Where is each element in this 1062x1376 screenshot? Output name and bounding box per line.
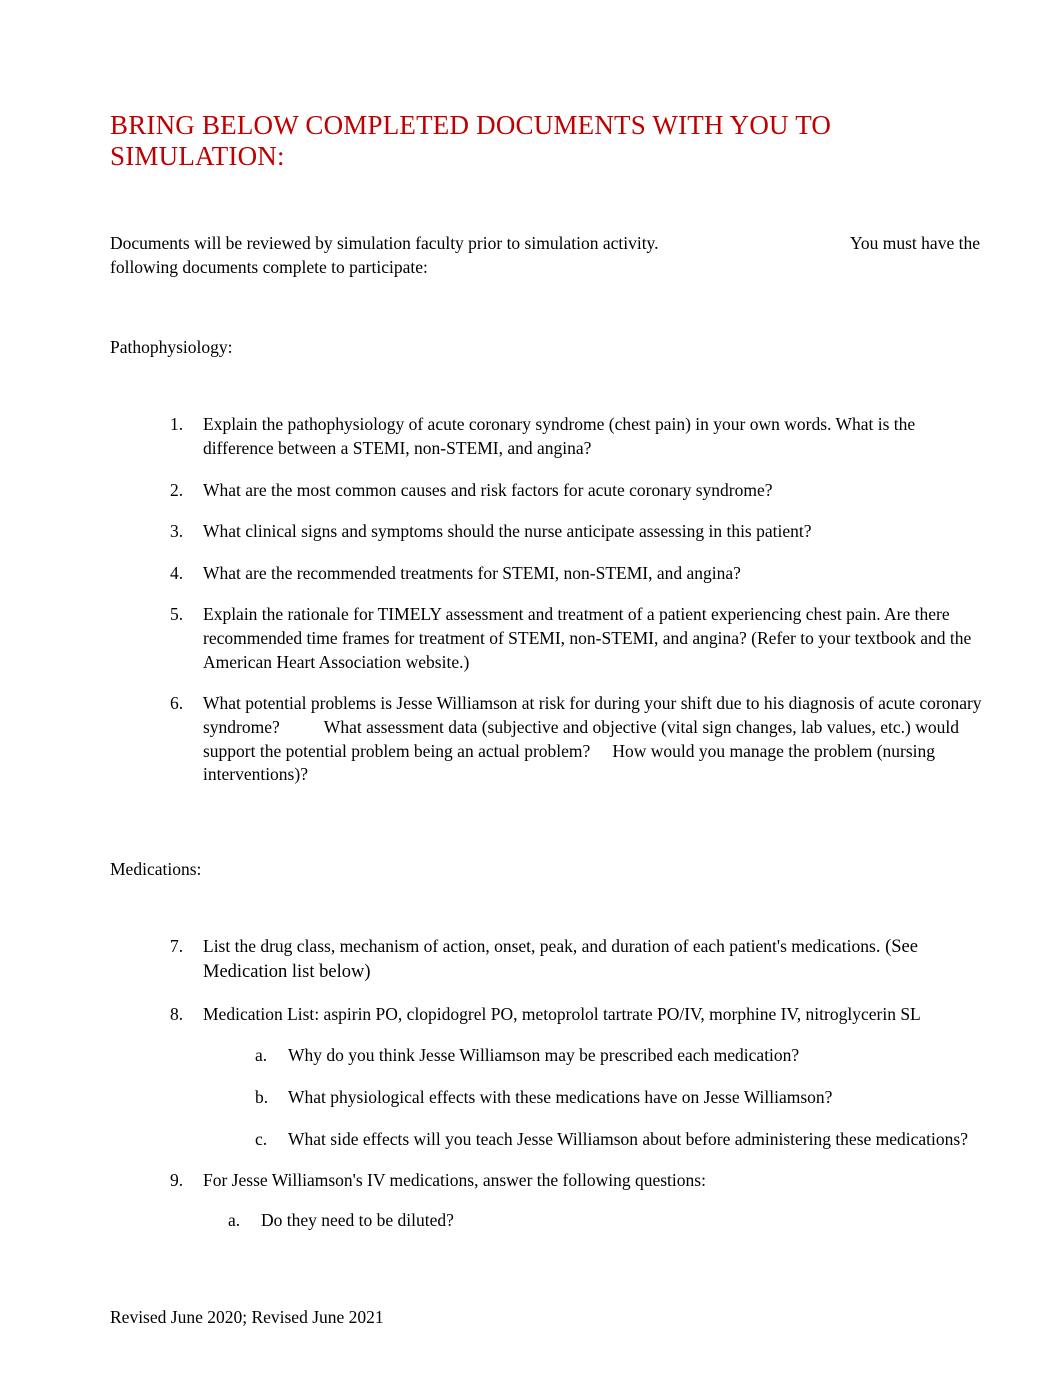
question-8a: Why do you think Jesse Williamson may be…: [255, 1044, 984, 1068]
question-list-meds: List the drug class, mechanism of action…: [110, 935, 984, 1233]
question-5: Explain the rationale for TIMELY assessm…: [170, 603, 984, 674]
question-2: What are the most common causes and risk…: [170, 479, 984, 503]
section-medications: Medications:: [110, 859, 984, 880]
question-1: Explain the pathophysiology of acute cor…: [170, 413, 984, 460]
document-page: BRING BELOW COMPLETED DOCUMENTS WITH YOU…: [0, 0, 1062, 1376]
question-9: For Jesse Williamson's IV medications, a…: [170, 1169, 984, 1232]
question-4: What are the recommended treatments for …: [170, 562, 984, 586]
section-pathophysiology: Pathophysiology:: [110, 337, 984, 358]
question-8b: What physiological effects with these me…: [255, 1086, 984, 1110]
question-9-sublist: Do they need to be diluted?: [203, 1209, 984, 1233]
intro-paragraph: Documents will be reviewed by simulation…: [110, 232, 984, 279]
question-9a: Do they need to be diluted?: [228, 1209, 984, 1233]
question-8-text: : aspirin PO, clopidogrel PO, metoprolol…: [314, 1004, 920, 1024]
question-list-patho: Explain the pathophysiology of acute cor…: [110, 413, 984, 787]
intro-text-1: Documents will be reviewed by simulation…: [110, 232, 850, 256]
question-8-sublist: Why do you think Jesse Williamson may be…: [203, 1044, 984, 1151]
question-8: Medication List: aspirin PO, clopidogrel…: [170, 1003, 984, 1152]
question-8-label: Medication List: [203, 1004, 314, 1024]
question-7: List the drug class, mechanism of action…: [170, 935, 984, 985]
revision-footer: Revised June 2020; Revised June 2021: [110, 1307, 384, 1328]
question-9-text: For Jesse Williamson's IV medications, a…: [203, 1170, 706, 1190]
question-6: What potential problems is Jesse William…: [170, 692, 984, 787]
question-3: What clinical signs and symptoms should …: [170, 520, 984, 544]
page-title: BRING BELOW COMPLETED DOCUMENTS WITH YOU…: [110, 110, 984, 172]
question-7-text: List the drug class, mechanism of action…: [203, 936, 876, 956]
question-8c: What side effects will you teach Jesse W…: [255, 1128, 984, 1152]
